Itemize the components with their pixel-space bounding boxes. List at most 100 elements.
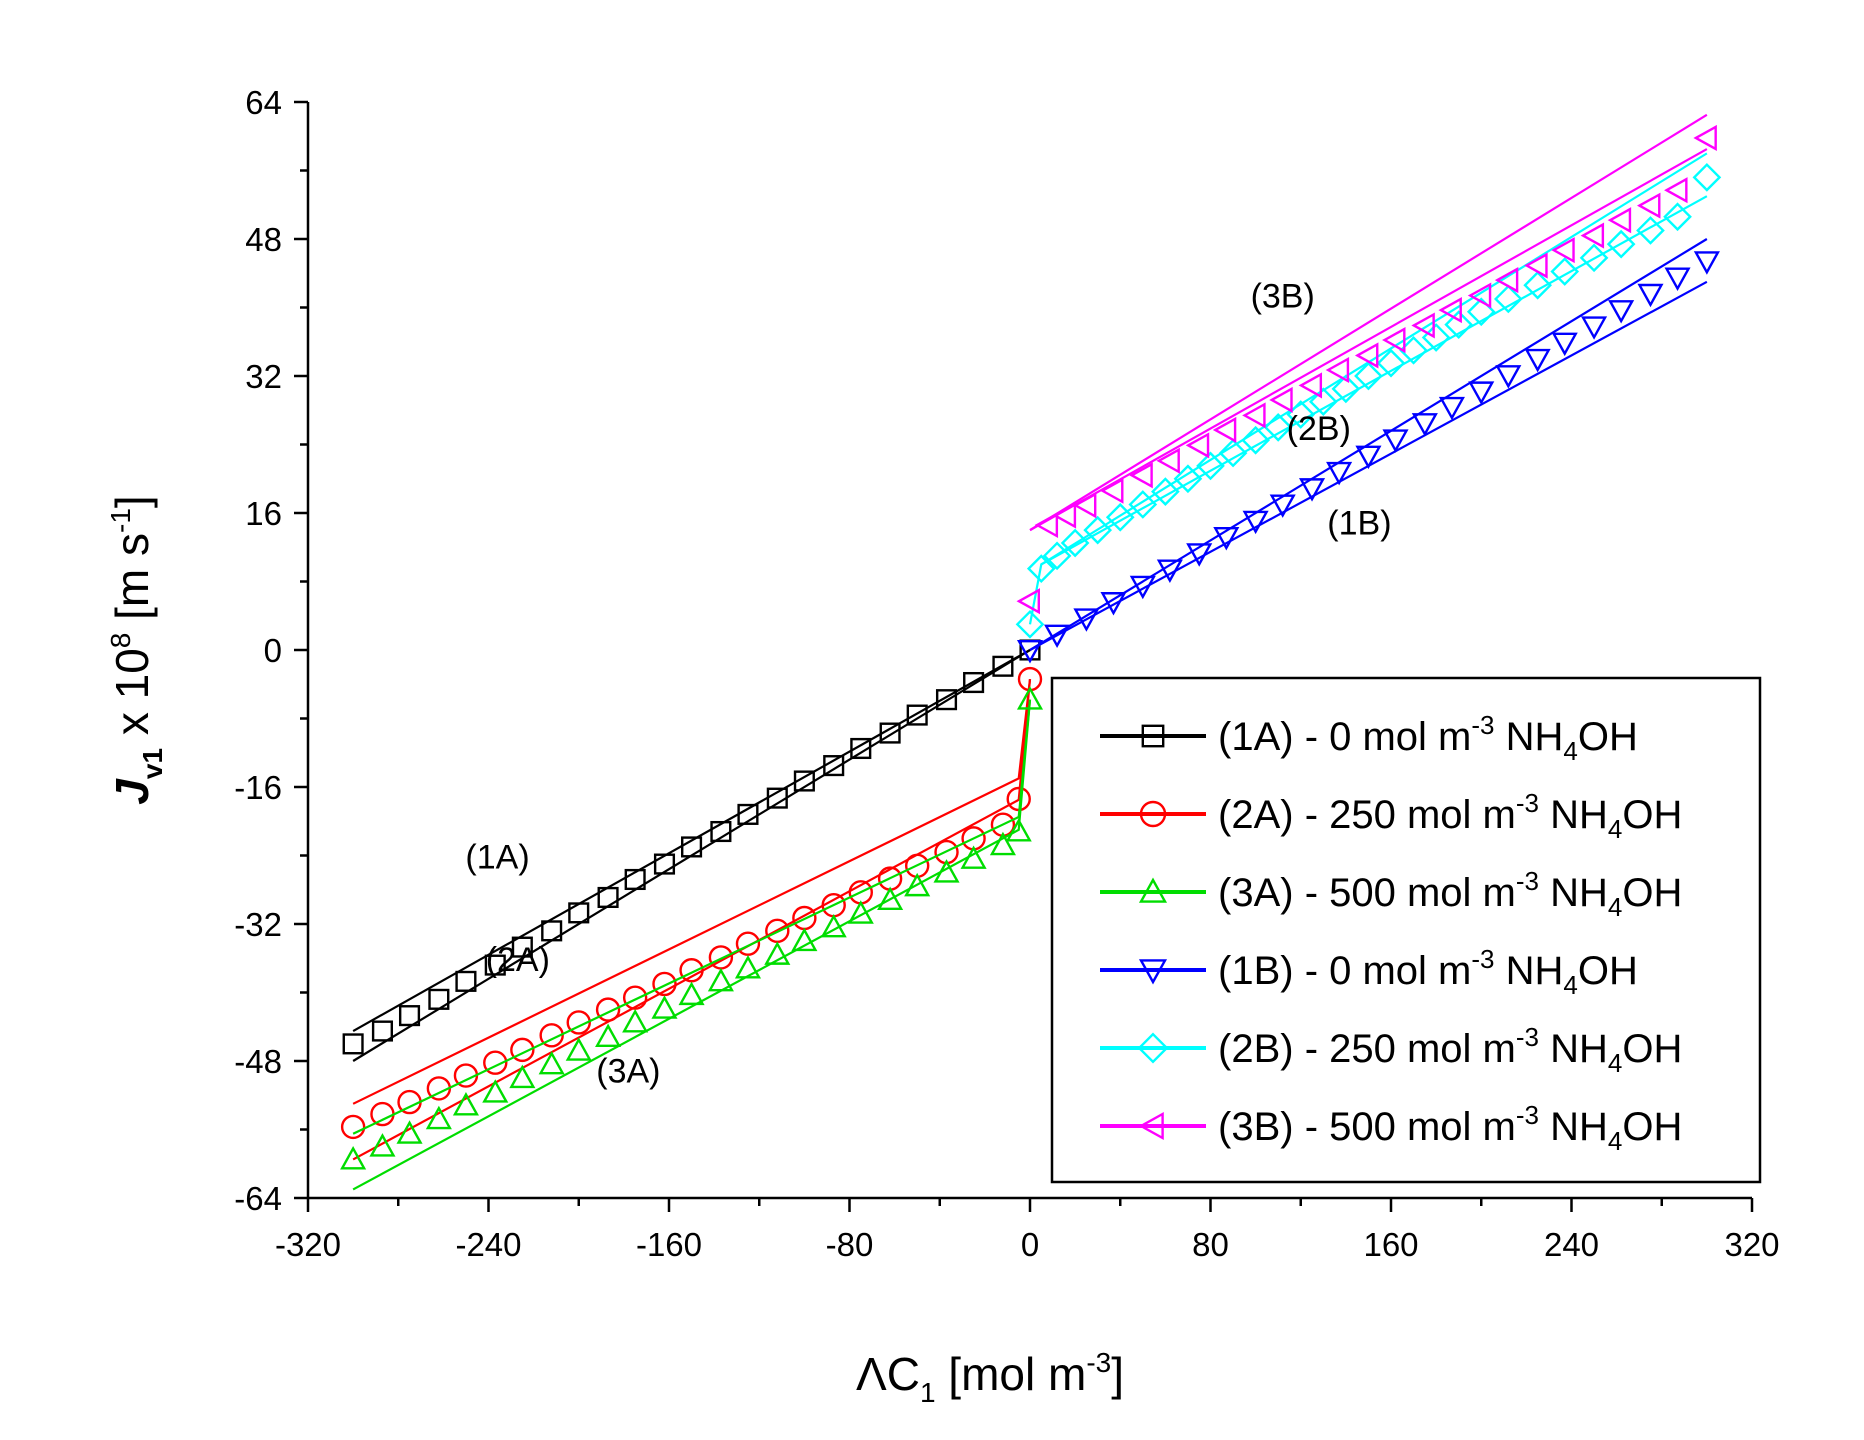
series-0-point: [597, 886, 619, 909]
series-4-point: [1128, 490, 1158, 519]
series-5-point: [1438, 297, 1462, 324]
series-5-point: [1494, 267, 1519, 294]
series-5-point: [1580, 222, 1605, 249]
series-2-point: [734, 955, 762, 979]
series-2-point: [1005, 818, 1032, 842]
series-3-point: [1693, 251, 1720, 275]
legend-marker: [1138, 959, 1168, 985]
legend-entry-3b: (3B) - 500 mol m-3 NH4OH: [1218, 1100, 1682, 1156]
series-2-point: [509, 1064, 536, 1089]
series-1-point: [595, 997, 621, 1022]
series-4-point: [1042, 541, 1072, 571]
series-4-point: [1151, 477, 1180, 506]
series-4-point: [1579, 243, 1609, 273]
series-4-point: [1083, 515, 1113, 545]
series-2-point: [340, 1145, 367, 1170]
series-2-point: [369, 1133, 396, 1157]
y-tick-label: 64: [245, 84, 282, 121]
curve-annotation: (1B): [1327, 504, 1391, 542]
series-3-point: [1044, 624, 1071, 649]
annotations-layer: (1A) (2A) (3A) (3B) (2B) (1B): [465, 278, 1391, 1091]
series-2-fit-line-1: [352, 699, 1032, 1135]
series-4-point: [1105, 502, 1135, 532]
x-tick-label: -240: [455, 1226, 521, 1263]
series-2-point: [820, 913, 847, 938]
series-5-point: [1072, 492, 1097, 519]
series-1: [340, 666, 1043, 1161]
series-5-point: [1212, 416, 1237, 443]
series-3-point: [1100, 592, 1127, 616]
series-3-point: [1637, 283, 1664, 308]
series-0: [342, 639, 1041, 1062]
series-5-fit-line-1: [1029, 148, 1708, 532]
series-4-point: [1376, 348, 1406, 378]
series-3-point: [1016, 640, 1044, 664]
series-5-point: [1664, 177, 1688, 204]
series-layer: [340, 113, 1722, 1191]
series-0-point: [428, 988, 450, 1010]
series-1-point: [735, 931, 761, 956]
series-0-point: [963, 671, 985, 694]
series-5-point: [1156, 447, 1180, 474]
series-0-point: [793, 770, 815, 792]
series-2-point: [622, 1008, 649, 1033]
series-5-point: [1693, 124, 1717, 152]
series-4-point: [1173, 464, 1203, 494]
series-4-point: [1218, 438, 1248, 468]
series-0-point: [850, 737, 872, 760]
series-1-point: [483, 1050, 508, 1075]
series-5-point: [1242, 402, 1266, 429]
series-2-point: [651, 995, 678, 1019]
legend-box: [1050, 676, 1762, 1184]
series-5-point: [1551, 237, 1575, 264]
series-4-point: [1331, 374, 1361, 404]
series-4-point: [1606, 229, 1636, 259]
x-tick-label: -80: [826, 1226, 874, 1263]
y-tick-label: 48: [245, 221, 282, 258]
series-2-point: [538, 1050, 565, 1075]
legend-marker: [1141, 724, 1165, 748]
series-0-point: [992, 655, 1014, 677]
series-3-point: [1213, 526, 1240, 551]
legend-marker: [1138, 1111, 1164, 1141]
legend-entry-2b: (2B) - 250 mol m-3 NH4OH: [1218, 1022, 1682, 1078]
series-3-point: [1269, 494, 1296, 518]
legend: (1A) - 0 mol m-3 NH4OH (2A) - 250 mol m-…: [1050, 676, 1762, 1184]
series-3-fit-line-1: [1029, 238, 1708, 651]
series-3-point: [1664, 267, 1691, 292]
series-0-point: [398, 1005, 421, 1027]
series-5-point: [1411, 312, 1435, 339]
y-tick-label: 32: [245, 358, 282, 395]
series-5-point: [1354, 342, 1379, 369]
y-axis-title: Jv1 x 108 [m s-1]: [105, 495, 168, 804]
series-0-point: [681, 836, 703, 858]
x-tick-label: 320: [1724, 1226, 1779, 1263]
series-2-point: [847, 900, 874, 924]
y-tick-label: 0: [264, 632, 282, 669]
series-0-point: [823, 755, 845, 777]
series-2-point: [933, 859, 960, 883]
curve-annotation: (2B): [1287, 410, 1351, 448]
series-5-point: [1185, 432, 1210, 459]
legend-entry-1a: (1A) - 0 mol m-3 NH4OH: [1218, 710, 1638, 766]
series-2-point: [1016, 686, 1044, 710]
series-5-point: [1325, 356, 1350, 384]
series-2-point: [396, 1120, 423, 1144]
series-5-point: [1034, 511, 1059, 539]
series-1-point: [679, 958, 704, 983]
series-4-point: [1015, 609, 1045, 639]
x-tick-label: -320: [275, 1226, 341, 1263]
series-5-point: [1269, 386, 1293, 414]
series-5-point: [1607, 207, 1632, 234]
series-4-point: [1241, 425, 1270, 455]
series-4-point: [1026, 554, 1056, 584]
series-2-point: [678, 981, 705, 1006]
curve-annotation: (3A): [596, 1052, 660, 1090]
series-5-point: [1467, 282, 1492, 309]
y-tick-label: -16: [234, 769, 282, 806]
series-5-fit-line-0: [1029, 113, 1708, 532]
x-tick-label: 0: [1021, 1226, 1039, 1263]
series-3-point: [1129, 575, 1156, 600]
series-2-point: [595, 1023, 622, 1048]
series-0-point: [935, 689, 958, 711]
